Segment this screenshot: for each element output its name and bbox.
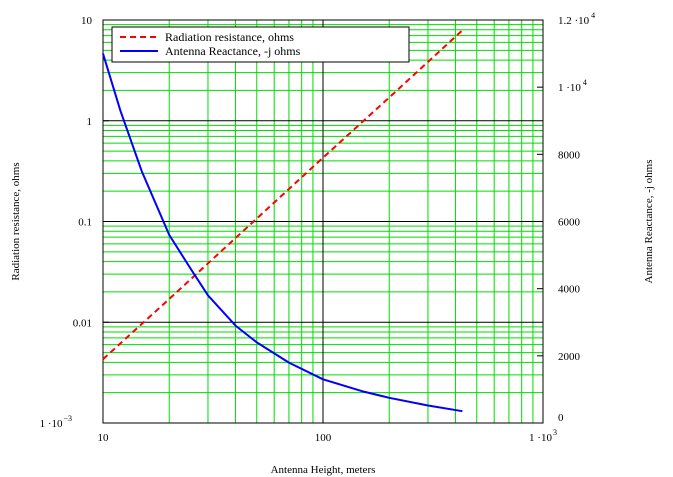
y-axis-ticks: 10 1 0.1 0.01 1 ·10−3: [40, 15, 109, 430]
y-tick-label: 1: [87, 116, 93, 128]
legend-box: [111, 26, 410, 63]
legend-entry-radiation-resistance: Radiation resistance, ohms: [165, 30, 294, 44]
x-tick-label: 100: [315, 432, 332, 444]
y-tick-label: 0.01: [73, 317, 92, 329]
y2-axis-ticks: 1.2 ·10 4 1 ·10 4 8000 6000 4000 2000 0: [537, 11, 595, 424]
y2-tick-label: 6000: [558, 217, 581, 229]
series-layer: [102, 29, 464, 413]
x-axis-label: Antenna Height, meters: [271, 464, 376, 476]
x-tick-label: 10: [98, 432, 110, 444]
y-tick-label: 0.1: [78, 217, 92, 229]
y2-tick-label: 1 ·10 4: [558, 78, 587, 94]
y2-tick-label: 4000: [558, 284, 581, 296]
y2-tick-label: 8000: [558, 149, 581, 161]
y2-tick-label: 1.2 ·10 4: [558, 11, 595, 27]
y2-tick-label: 2000: [558, 351, 581, 363]
y-tick-label: 1 ·10−3: [40, 414, 72, 430]
grid: [103, 20, 543, 423]
y2-axis-label: Antenna Reactance, -j ohms: [643, 159, 655, 283]
y-axis-label: Radiation resistance, ohms: [10, 162, 22, 280]
x-tick-label: 1 ·103: [529, 428, 557, 444]
y-tick-label: 10: [81, 15, 93, 27]
series-line-antenna-reactance: [102, 53, 463, 413]
legend: Radiation resistance, ohms Antenna React…: [111, 26, 410, 63]
series-line-radiation-resistance: [102, 29, 464, 360]
legend-entry-antenna-reactance: Antenna Reactance, -j ohms: [165, 44, 301, 58]
y2-tick-label: 0: [558, 412, 564, 424]
x-axis-ticks: 10 100 1 ·103: [98, 428, 557, 444]
